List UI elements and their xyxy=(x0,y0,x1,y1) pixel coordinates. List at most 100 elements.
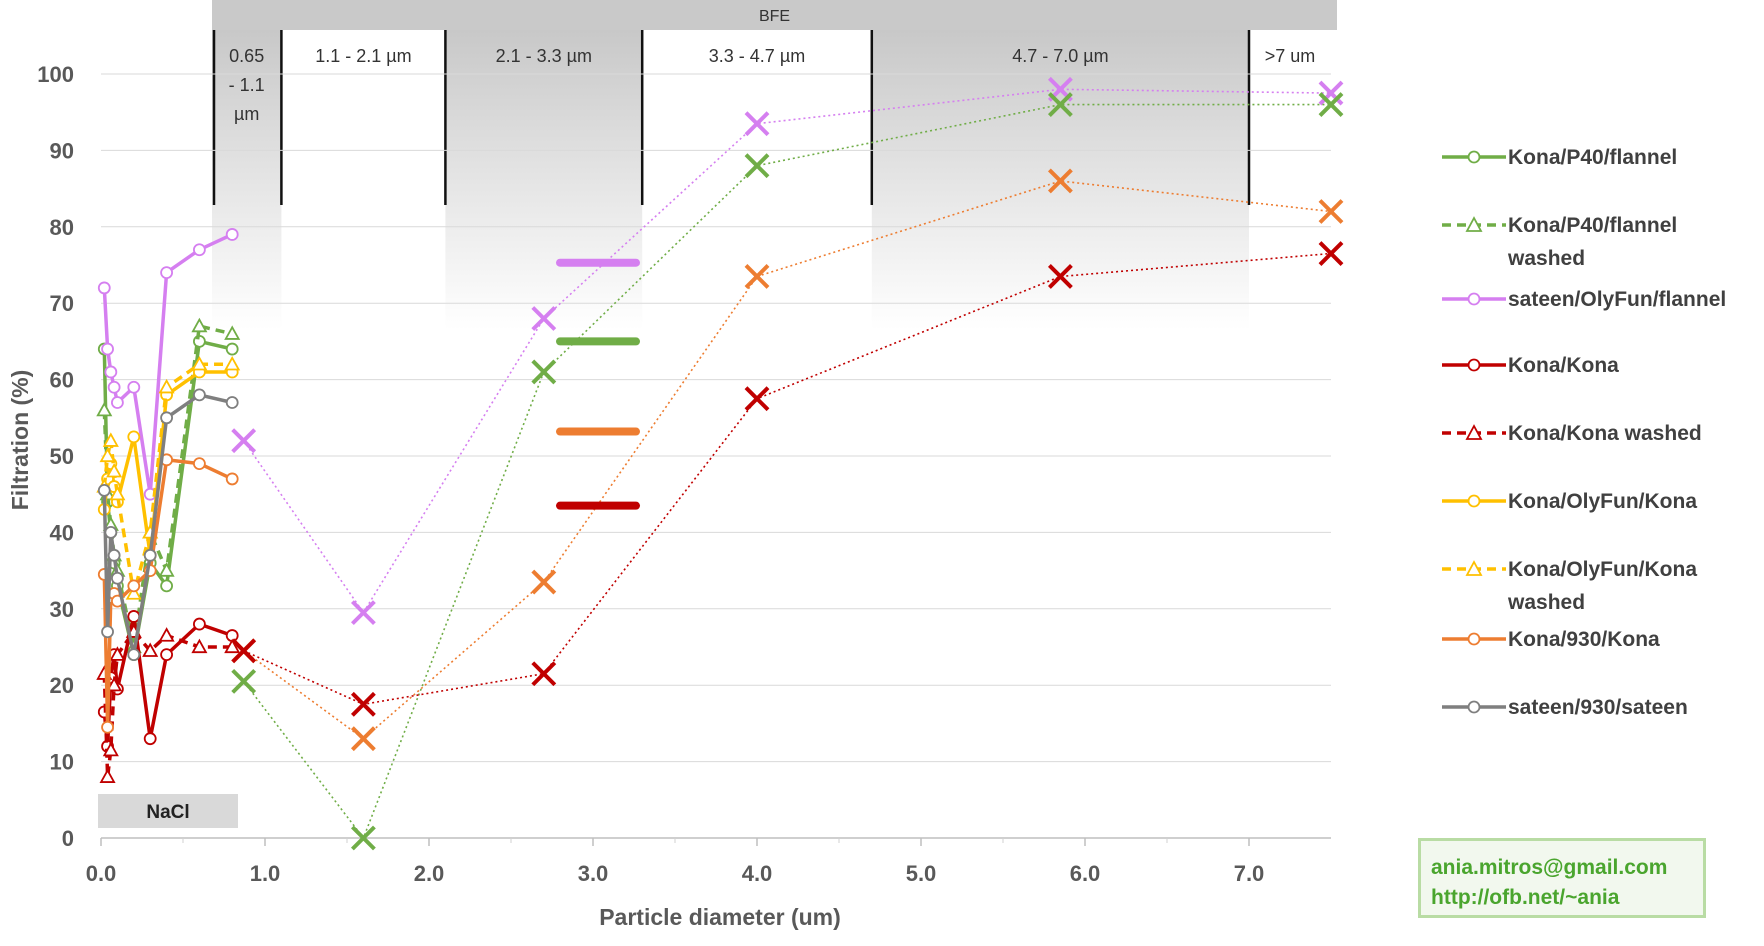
bfe-band-label: 2.1 - 3.3 µm xyxy=(496,46,592,66)
bfe-point-stroke xyxy=(1318,80,1344,106)
series-line xyxy=(102,629,233,779)
x-tick-label: 6.0 xyxy=(1070,861,1101,886)
bfe-point xyxy=(531,359,557,385)
bfe-point xyxy=(350,691,376,717)
legend-marker xyxy=(1467,494,1481,508)
bfe-band-label: >7 um xyxy=(1265,46,1316,66)
legend-item: Kona/P40/flannel xyxy=(1440,146,1758,174)
y-tick-label: 100 xyxy=(37,62,74,87)
bfe-point-stroke xyxy=(350,600,376,626)
data-point xyxy=(142,642,159,657)
data-point xyxy=(143,548,157,562)
bfe-point-stroke xyxy=(231,638,257,664)
data-point xyxy=(106,462,123,478)
data-point xyxy=(127,430,141,444)
bfe-band-label: 0.65 xyxy=(229,46,264,66)
data-point xyxy=(127,610,141,623)
bfe-point xyxy=(744,111,770,137)
data-point xyxy=(192,243,206,257)
bfe-band-label: 3.3 - 4.7 µm xyxy=(709,46,805,66)
data-point xyxy=(192,388,206,402)
legend-label: Kona/Kona xyxy=(1508,354,1619,377)
legend-item: Kona/P40/flannel washed xyxy=(1440,214,1758,275)
y-tick-label: 40 xyxy=(50,520,74,545)
nacl-label: NaCl xyxy=(146,802,189,823)
legend-marker xyxy=(1465,424,1483,440)
y-tick-label: 90 xyxy=(50,138,74,163)
bfe-point xyxy=(1318,241,1344,266)
data-point xyxy=(191,317,208,333)
bfe-line xyxy=(243,103,1331,840)
bfe-point-stroke xyxy=(1047,168,1073,194)
legend-swatch xyxy=(1442,700,1506,714)
y-tick-label: 80 xyxy=(50,215,74,240)
bfe-point xyxy=(231,668,257,694)
data-point xyxy=(127,579,141,593)
bfe-band-label: µm xyxy=(234,104,259,124)
x-tick-label: 3.0 xyxy=(578,861,609,886)
legend-label: sateen/930/sateen xyxy=(1508,696,1688,719)
legend-label: Kona/P40/flannel xyxy=(1508,146,1678,169)
legend-marker xyxy=(1467,292,1481,306)
legend-item: sateen/930/sateen xyxy=(1440,696,1758,724)
data-point xyxy=(109,485,126,501)
bfe-point xyxy=(531,306,557,331)
bfe-point-stroke xyxy=(744,153,770,179)
data-point xyxy=(96,401,113,417)
data-point xyxy=(107,548,121,562)
data-point xyxy=(107,380,121,394)
bfe-header xyxy=(212,0,1337,30)
bfe-point-stroke xyxy=(231,668,257,694)
legend-marker xyxy=(1465,216,1483,232)
data-point xyxy=(158,627,175,642)
x-tick-label: 1.0 xyxy=(250,861,281,886)
data-point xyxy=(192,617,206,631)
series-line xyxy=(102,458,233,729)
bfe-point-stroke xyxy=(531,569,557,595)
bfe-title: BFE xyxy=(759,8,790,25)
legend-swatch xyxy=(1442,216,1506,232)
legend-label: Kona/Kona washed xyxy=(1508,422,1702,445)
legend-item: Kona/OlyFun/Kona xyxy=(1440,490,1758,518)
bfe-point xyxy=(1318,80,1344,106)
legend-swatch xyxy=(1442,560,1506,576)
data-point xyxy=(99,768,116,783)
contact-box: ania.mitros@gmail.com http://ofb.net/~an… xyxy=(1418,838,1706,918)
bfe-point xyxy=(744,386,770,412)
data-point xyxy=(125,585,142,600)
legend-marker xyxy=(1467,632,1481,646)
data-point xyxy=(97,281,111,295)
data-point xyxy=(106,676,123,692)
legend-label: Kona/OlyFun/Kona xyxy=(1508,490,1697,513)
data-point xyxy=(99,447,116,463)
bfe-band-label: 1.1 - 2.1 µm xyxy=(315,46,411,66)
bfe-point xyxy=(744,264,770,289)
data-point xyxy=(191,355,208,371)
data-point xyxy=(158,562,175,577)
data-point xyxy=(160,266,174,280)
bfe-point xyxy=(1047,264,1073,289)
bfe-point xyxy=(744,153,770,179)
data-point xyxy=(101,720,114,734)
data-point xyxy=(143,732,157,746)
bfe-point-stroke xyxy=(531,359,557,385)
bfe-point-stroke xyxy=(1047,264,1073,289)
bfe-band xyxy=(445,30,643,330)
contact-email: ania.mitros@gmail.com xyxy=(1431,856,1668,879)
legend-label: Kona/930/Kona xyxy=(1508,628,1660,651)
data-point xyxy=(160,648,174,662)
y-tick-label: 50 xyxy=(50,444,74,469)
data-point xyxy=(158,378,175,394)
legend-swatch xyxy=(1442,494,1506,508)
bfe-point-stroke xyxy=(1318,199,1344,224)
x-tick-label: 5.0 xyxy=(906,861,937,886)
legend-item: sateen/OlyFun/flannel xyxy=(1440,288,1758,316)
legend-label: Kona/P40/flannel washed xyxy=(1508,214,1678,270)
legend-marker xyxy=(1467,150,1481,164)
bfe-band xyxy=(212,30,282,330)
bfe-point xyxy=(231,428,257,454)
bfe-point xyxy=(1047,168,1073,194)
bfe-point-stroke xyxy=(1047,92,1073,117)
bfe-point xyxy=(1318,199,1344,224)
